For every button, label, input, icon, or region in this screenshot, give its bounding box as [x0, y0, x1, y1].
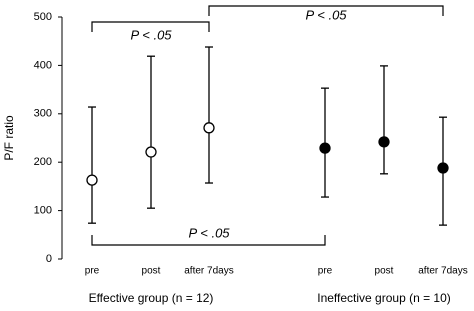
- annotation: P < .05: [305, 7, 347, 22]
- y-tick-label: 100: [34, 205, 52, 217]
- point: [378, 136, 390, 148]
- y-tick-label: 200: [34, 156, 52, 168]
- group-label: Effective group (n = 12): [89, 291, 214, 305]
- y-tick-label: 0: [46, 253, 52, 265]
- annotation: P < .05: [130, 27, 172, 42]
- x-tick-label: post: [375, 266, 394, 277]
- point: [203, 122, 215, 134]
- x-tick-label: pre: [85, 266, 100, 277]
- annotation-bg: [127, 27, 176, 43]
- point: [145, 146, 157, 158]
- bracket: [91, 21, 210, 32]
- bracket: [208, 5, 444, 16]
- x-tick-label: after 7days: [184, 266, 233, 277]
- point: [86, 174, 98, 186]
- y-axis-label: P/F ratio: [2, 115, 16, 161]
- annotation: P < .05: [188, 225, 230, 240]
- x-tick-label: pre: [318, 266, 333, 277]
- point: [437, 162, 449, 174]
- annotation-bg: [302, 7, 351, 23]
- annotation-bg: [185, 225, 234, 241]
- y-tick-label: 400: [34, 59, 52, 71]
- y-tick-label: 300: [34, 108, 52, 120]
- group-label: Ineffective group (n = 10): [317, 291, 451, 305]
- x-tick-label: post: [142, 266, 161, 277]
- x-tick-label: after 7days: [418, 266, 467, 277]
- y-tick-label: 500: [34, 11, 52, 23]
- point: [319, 142, 331, 154]
- bracket: [91, 235, 326, 246]
